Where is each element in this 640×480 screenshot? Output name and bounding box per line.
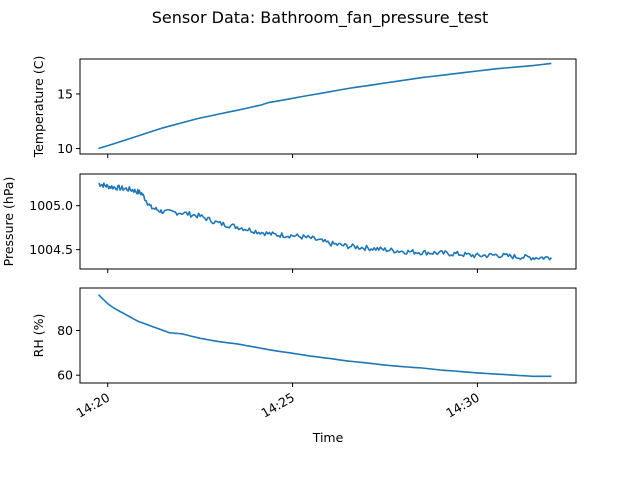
x-tick-label: 14:30 [443, 390, 482, 421]
y-tick-label: 1005.0 [29, 198, 73, 213]
subplot-3: 60 80 RH (%) 14:20 14:25 14:30 [31, 287, 577, 421]
figure-title: Sensor Data: Bathroom_fan_pressure_test [152, 8, 489, 28]
y-axis-label-1: Temperature (C) [31, 56, 46, 159]
axes-frame-3 [79, 287, 577, 384]
series-line-2 [98, 182, 553, 261]
x-tick-label: 14:20 [74, 390, 113, 421]
y-tick-label: 60 [57, 368, 73, 383]
subplot-1: 10 15 Temperature (C) [31, 56, 577, 159]
subplot-panels: 10 15 Temperature (C) 1004.5 1005.0 Pressure … [1, 56, 577, 421]
y-axis-label-3: RH (%) [31, 314, 46, 358]
series-line-3 [97, 294, 552, 378]
axes-frame-2 [79, 173, 577, 270]
series-line-1 [98, 62, 552, 150]
x-tick-label: 14:25 [258, 390, 297, 421]
y-tick-label: 80 [57, 323, 73, 338]
x-axis-label: Time [312, 430, 344, 445]
subplot-2: 1004.5 1005.0 Pressure (hPa) [1, 173, 577, 273]
y-tick-label: 15 [57, 86, 73, 101]
y-axis-label-2: Pressure (hPa) [1, 177, 16, 267]
y-tick-label: 10 [57, 141, 73, 156]
y-tick-label: 1004.5 [29, 242, 73, 257]
axes-frame-1 [79, 58, 577, 155]
